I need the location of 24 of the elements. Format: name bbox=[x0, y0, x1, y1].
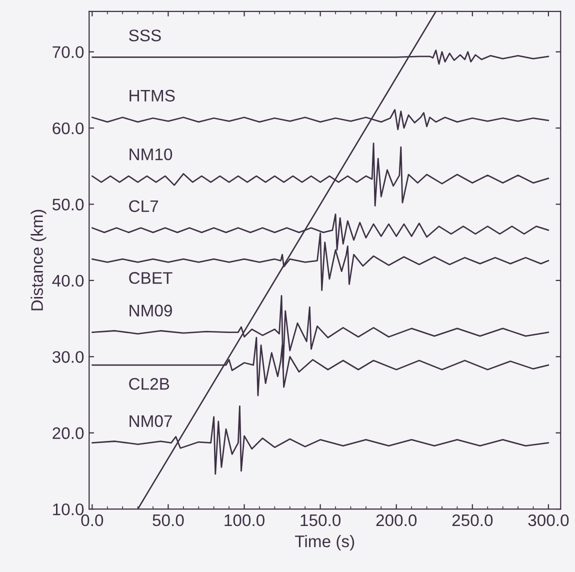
x-tick-label: 300.0 bbox=[528, 514, 569, 526]
y-tick-label: 10.0 bbox=[53, 503, 84, 516]
series-label: CL7 bbox=[129, 200, 158, 212]
x-tick-label: 250.0 bbox=[452, 514, 493, 526]
series-label: NM09 bbox=[130, 304, 172, 316]
y-tick-label: 60.0 bbox=[52, 122, 84, 134]
series-label: CBET bbox=[129, 272, 172, 284]
y-tick-label: 70.0 bbox=[52, 46, 84, 58]
legend-label: SSS bbox=[129, 30, 161, 42]
y-tick-label: 20.0 bbox=[52, 427, 84, 440]
series-label: NM10 bbox=[130, 148, 172, 160]
y-tick-label: 40.0 bbox=[52, 274, 84, 287]
x-tick-label: 200.0 bbox=[376, 514, 417, 526]
x-tick-label: 0.0 bbox=[81, 514, 104, 526]
x-tick-label: 150.0 bbox=[300, 514, 341, 526]
x-tick-label: 100.0 bbox=[224, 514, 264, 526]
y-tick-label: 30.0 bbox=[52, 351, 84, 363]
x-tick-label: 50.0 bbox=[152, 514, 184, 526]
x-axis-title: Time (s) bbox=[295, 535, 354, 551]
y-tick-label: 50.0 bbox=[52, 198, 84, 210]
series-label: CL2B bbox=[129, 378, 170, 390]
series-label: HTMS bbox=[130, 90, 175, 102]
series-label: NM07 bbox=[130, 415, 172, 427]
y-axis-title: Distance (km) bbox=[30, 210, 46, 310]
